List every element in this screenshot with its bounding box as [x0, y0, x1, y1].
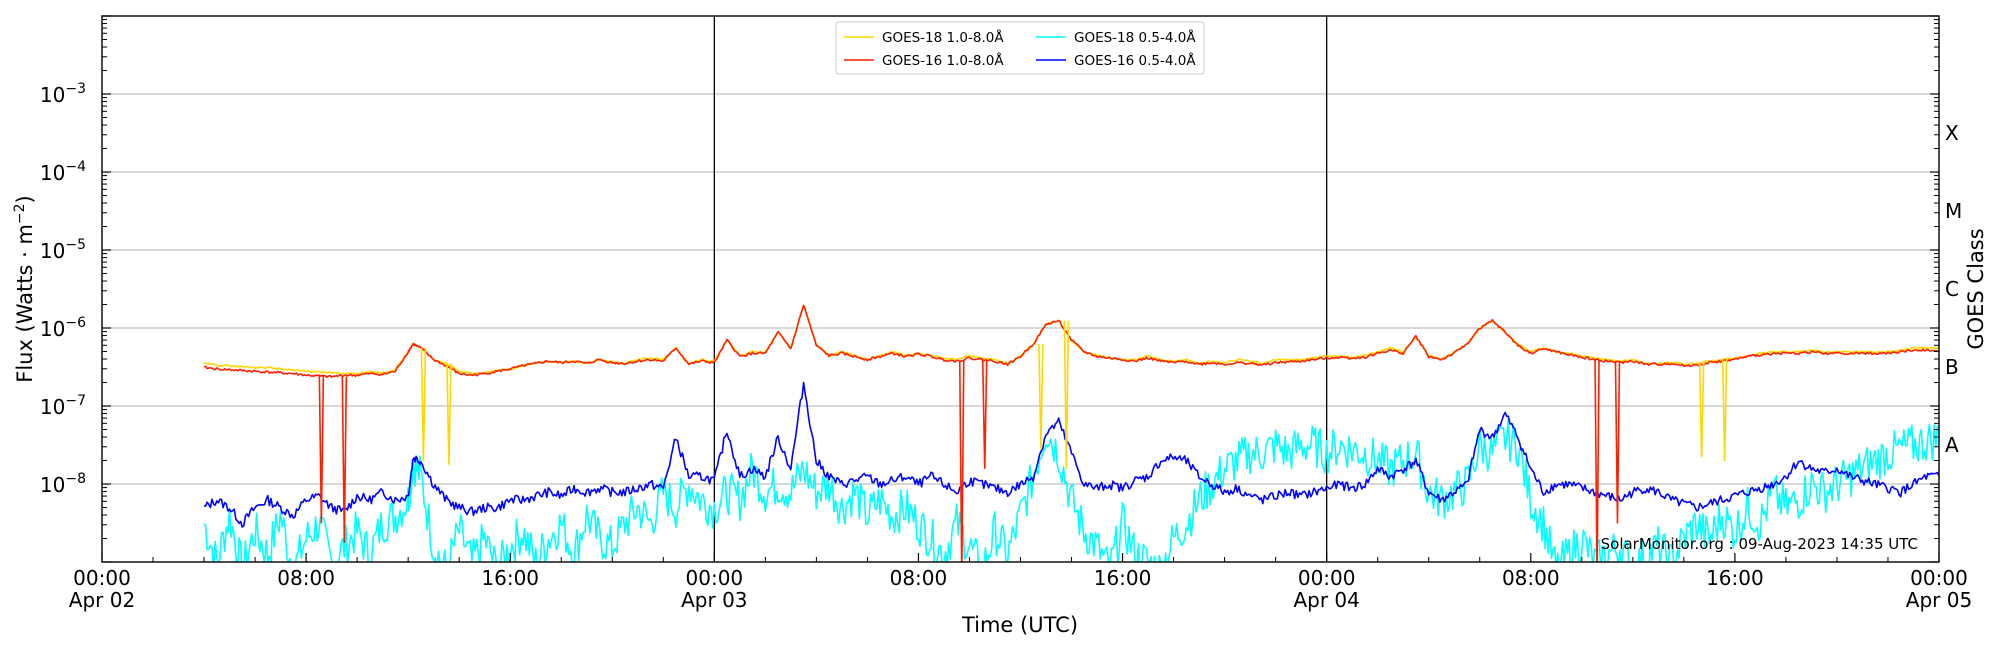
dropout-spike-g18_long: [1698, 363, 1705, 458]
y-tick-label-base: 10: [40, 395, 65, 419]
dropout-spike-g16_long: [1594, 359, 1600, 562]
y-tick-label-exponent: −3: [65, 81, 86, 97]
series-lines: [203, 304, 1939, 562]
goes-class-axis-title: GOES Class: [1964, 228, 1988, 349]
y-tick-label-base: 10: [40, 161, 65, 185]
x-tick-label-time: 00:00: [1298, 566, 1356, 590]
dropout-spike-g16_long: [341, 376, 348, 543]
y-axis-title: Flux (Watts · m−2): [12, 195, 37, 383]
legend-label-g18-short: GOES-18 0.5-4.0Å: [1074, 29, 1196, 46]
y-tick-label-exponent: −5: [65, 237, 86, 253]
x-tick-label-time: 00:00: [73, 566, 131, 590]
y-tick-label: 10−7: [40, 393, 86, 419]
series-line-g16_short: [203, 381, 1939, 528]
dropout-spike-g16_long: [958, 361, 965, 562]
legend-label-g16-long: GOES-16 1.0-8.0Å: [882, 52, 1004, 69]
goes-class-label-a: A: [1945, 433, 1959, 457]
dropout-spike-g18_long: [1721, 359, 1728, 462]
y-axis-title-exponent: −2: [12, 203, 28, 224]
x-tick-label-time: 16:00: [1706, 566, 1764, 590]
y-tick-label-base: 10: [40, 317, 65, 341]
y-axis-title-text: Flux (Watts · m: [13, 224, 37, 383]
legend-label-g18-long: GOES-18 1.0-8.0Å: [882, 29, 1004, 46]
x-tick-label-time: 08:00: [277, 566, 335, 590]
legend-label-g16-short: GOES-16 0.5-4.0Å: [1074, 52, 1196, 69]
day-boundaries: [713, 16, 1328, 562]
goes-class-label-m: M: [1945, 199, 1962, 223]
y-tick-label-exponent: −6: [65, 315, 86, 331]
x-tick-label-time: 08:00: [890, 566, 948, 590]
y-tick-label: 10−6: [40, 315, 86, 341]
x-tick-label-date: Apr 03: [681, 588, 747, 612]
credit-text: SolarMonitor.org : 09-Aug-2023 14:35 UTC: [1601, 535, 1918, 553]
y-tick-label: 10−3: [40, 81, 86, 107]
dropout-spike-g16_long: [318, 375, 325, 524]
series-line-g18_long: [203, 304, 1939, 375]
x-tick-label-time: 16:00: [1094, 566, 1152, 590]
y-tick-label-base: 10: [40, 239, 65, 263]
dropout-spike-g18_long: [446, 363, 452, 465]
dropout-spike-g18_long: [1063, 320, 1070, 469]
x-axis-title: Time (UTC): [961, 613, 1078, 637]
dropout-spike-g16_long: [981, 359, 988, 469]
dropout-spike-g18_long: [420, 347, 427, 462]
dropout-spike-g18_long: [1038, 343, 1044, 450]
x-tick-label-time: 08:00: [1502, 566, 1560, 590]
y-tick-label-base: 10: [40, 83, 65, 107]
y-tick-label-base: 10: [40, 473, 65, 497]
y-tick-label-exponent: −7: [65, 393, 86, 409]
x-tick-label-time: 00:00: [1910, 566, 1968, 590]
legend: GOES-18 1.0-8.0Å GOES-18 0.5-4.0Å GOES-1…: [835, 21, 1205, 75]
x-tick-label-time: 16:00: [481, 566, 539, 590]
goes-class-label-b: B: [1945, 355, 1959, 379]
dropout-spike-g16_long: [1614, 361, 1621, 524]
x-tick-label-date: Apr 04: [1293, 588, 1359, 612]
plot-area: [203, 304, 1939, 562]
y-tick-label-exponent: −8: [65, 471, 86, 487]
x-tick-label-date: Apr 02: [69, 588, 135, 612]
y-tick-label: 10−8: [40, 471, 86, 497]
x-tick-label-time: 00:00: [686, 566, 744, 590]
y-tick-label: 10−5: [40, 237, 86, 263]
legend-frame: [835, 21, 1205, 75]
goes-class-label-x: X: [1945, 121, 1959, 145]
y-tick-label-exponent: −4: [65, 159, 86, 175]
y-tick-label: 10−4: [40, 159, 86, 185]
x-tick-label-date: Apr 05: [1906, 588, 1972, 612]
goes-class-label-c: C: [1945, 277, 1959, 301]
y-axis-title-close: ): [13, 195, 37, 203]
series-line-g18_short: [203, 417, 1939, 562]
